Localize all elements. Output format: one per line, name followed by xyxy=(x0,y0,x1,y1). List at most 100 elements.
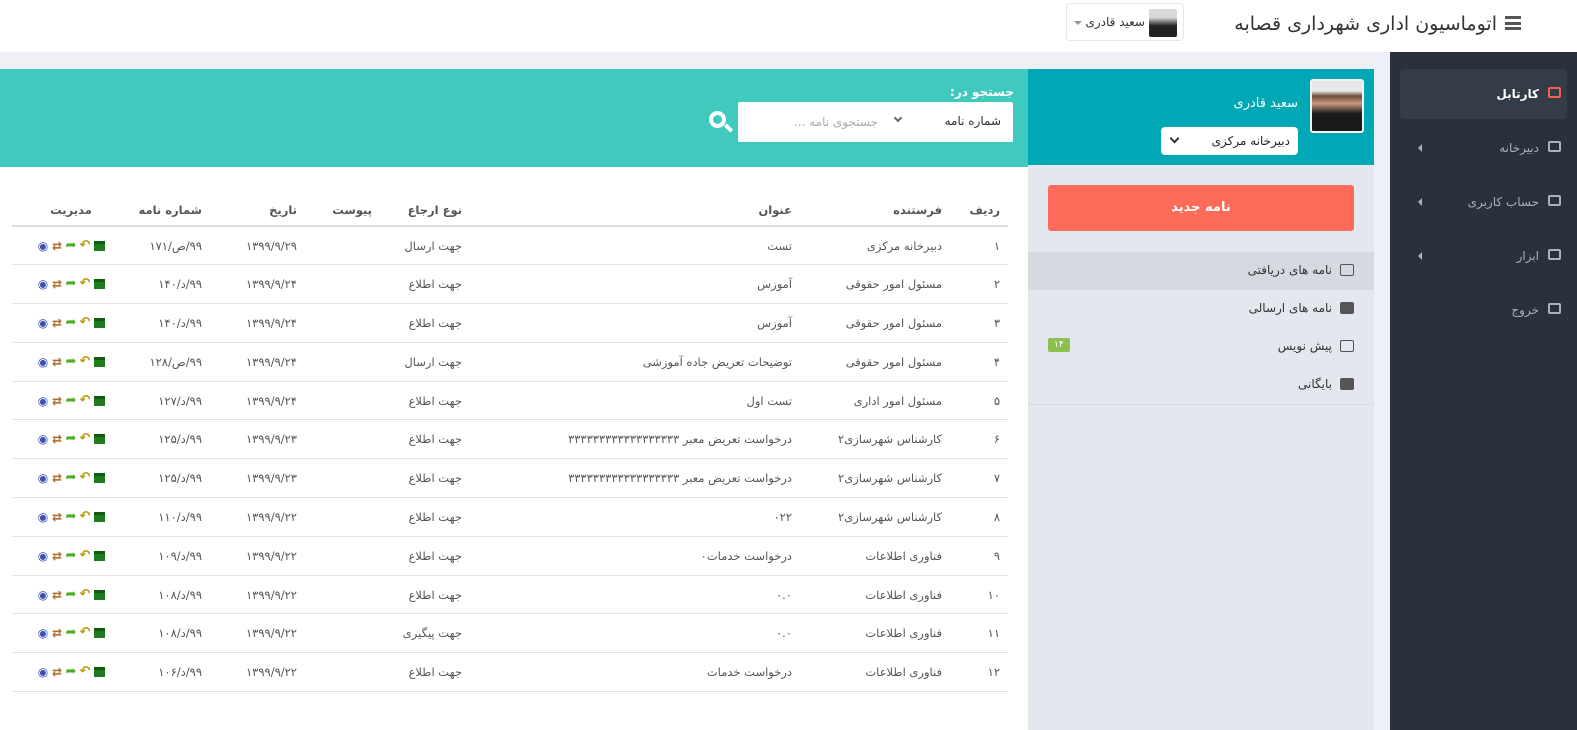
caret-left-icon xyxy=(1418,144,1422,152)
sidebar-item-0[interactable]: کارتابل xyxy=(1400,69,1567,119)
sidebar-item-1[interactable]: دبیرخانه xyxy=(1400,123,1567,173)
row-number: ۱۲ xyxy=(950,652,1008,693)
view-icon[interactable]: ◉ xyxy=(37,238,49,253)
view-icon[interactable]: ◉ xyxy=(37,471,49,486)
date: ۱۳۹۹/۹/۲۴ xyxy=(210,303,305,343)
refer-icon[interactable]: ⇄ xyxy=(51,509,63,524)
archive-icon[interactable] xyxy=(93,473,105,484)
reply-icon[interactable]: ↶ xyxy=(79,431,91,447)
sidebar-item-3[interactable]: ابزار xyxy=(1400,231,1567,281)
column-header[interactable]: مدیریت xyxy=(12,194,130,227)
refer-icon[interactable]: ⇄ xyxy=(51,587,63,602)
column-header[interactable]: ردیف xyxy=(950,194,1008,227)
forward-icon[interactable]: ➦ xyxy=(65,664,77,680)
reply-icon[interactable]: ↶ xyxy=(79,508,91,524)
refer-icon[interactable]: ⇄ xyxy=(51,548,63,563)
archive-icon[interactable] xyxy=(93,589,105,600)
view-icon[interactable]: ◉ xyxy=(37,587,49,602)
letter-number: ۹۹/د/۱۰۸ xyxy=(130,613,210,654)
view-icon[interactable]: ◉ xyxy=(37,354,49,369)
date: ۱۳۹۹/۹/۲۳ xyxy=(210,419,305,460)
row-number: ۱ xyxy=(950,226,1008,266)
refer-icon[interactable]: ⇄ xyxy=(51,471,63,486)
refer-icon[interactable]: ⇄ xyxy=(51,665,63,680)
search-icon[interactable] xyxy=(707,109,734,135)
forward-icon[interactable]: ➦ xyxy=(65,625,77,641)
column-header[interactable]: فرستنده xyxy=(800,194,950,227)
reply-icon[interactable]: ↶ xyxy=(79,664,91,680)
reply-icon[interactable]: ↶ xyxy=(79,625,91,641)
view-icon[interactable]: ◉ xyxy=(37,393,49,408)
archive-icon[interactable] xyxy=(93,395,105,406)
refer-icon[interactable]: ⇄ xyxy=(51,277,63,292)
top-bar: اتوماسیون اداری شهرداری قصابه سعید قادری xyxy=(0,0,1577,52)
action-icons: ◉ ⇄ ➦ ↶ xyxy=(37,276,105,292)
column-header[interactable]: تاریخ xyxy=(210,194,305,227)
forward-icon[interactable]: ➦ xyxy=(65,547,77,563)
new-letter-button[interactable]: نامه جدید xyxy=(1048,185,1354,231)
forward-icon[interactable]: ➦ xyxy=(65,353,77,369)
hamburger-menu-icon[interactable] xyxy=(1505,16,1521,30)
reply-icon[interactable]: ↶ xyxy=(79,237,91,253)
forward-icon[interactable]: ➦ xyxy=(65,470,77,486)
forward-icon[interactable]: ➦ xyxy=(65,586,77,602)
attachment xyxy=(305,458,380,499)
reply-icon[interactable]: ↶ xyxy=(79,586,91,602)
column-header[interactable]: نوع ارجاع xyxy=(380,194,470,227)
archive-icon[interactable] xyxy=(93,511,105,522)
archive-icon[interactable] xyxy=(93,550,105,561)
refer-icon[interactable]: ⇄ xyxy=(51,238,63,253)
sidebar-item-2[interactable]: حساب کاربری xyxy=(1400,177,1567,227)
view-icon[interactable]: ◉ xyxy=(37,509,49,524)
reply-icon[interactable]: ↶ xyxy=(79,353,91,369)
attachment xyxy=(305,613,380,654)
forward-icon[interactable]: ➦ xyxy=(65,508,77,524)
column-header[interactable]: شماره نامه xyxy=(130,194,210,227)
forward-icon[interactable]: ➦ xyxy=(65,392,77,408)
archive-icon[interactable] xyxy=(93,279,105,290)
refer-icon[interactable]: ⇄ xyxy=(51,354,63,369)
view-icon[interactable]: ◉ xyxy=(37,548,49,563)
folder-item-3[interactable]: بایگانی xyxy=(1028,366,1374,404)
archive-icon[interactable] xyxy=(93,667,105,678)
chevron-down-icon[interactable] xyxy=(893,113,903,123)
sender: مسئول امور اداری xyxy=(800,381,950,421)
view-icon[interactable]: ◉ xyxy=(37,432,49,447)
archive-icon[interactable] xyxy=(93,356,105,367)
reply-icon[interactable]: ↶ xyxy=(79,392,91,408)
archive-icon[interactable] xyxy=(93,628,105,639)
action-icons: ◉ ⇄ ➦ ↶ xyxy=(37,314,105,330)
folder-item-2[interactable]: پیش نویس ۱۴ xyxy=(1028,328,1374,366)
refer-icon[interactable]: ⇄ xyxy=(51,432,63,447)
forward-icon[interactable]: ➦ xyxy=(65,314,77,330)
folder-item-1[interactable]: نامه های ارسالی xyxy=(1028,290,1374,328)
view-icon[interactable]: ◉ xyxy=(37,626,49,641)
office-select[interactable]: دبیرخانه مرکزی xyxy=(1161,127,1298,155)
sidebar-item-4[interactable]: خروج xyxy=(1400,285,1567,335)
user-menu-dropdown[interactable]: سعید قادری xyxy=(1066,3,1184,41)
forward-icon[interactable]: ➦ xyxy=(65,237,77,253)
search-input[interactable] xyxy=(753,108,878,136)
reply-icon[interactable]: ↶ xyxy=(79,276,91,292)
row-actions: ◉ ⇄ ➦ ↶ xyxy=(12,575,130,615)
reply-icon[interactable]: ↶ xyxy=(79,470,91,486)
view-icon[interactable]: ◉ xyxy=(37,665,49,680)
reply-icon[interactable]: ↶ xyxy=(79,547,91,563)
view-icon[interactable]: ◉ xyxy=(37,277,49,292)
archive-icon[interactable] xyxy=(93,434,105,445)
search-field-select[interactable]: شماره نامه xyxy=(944,114,1001,128)
letter-number: ۹۹/د/۱۴۰ xyxy=(130,303,210,343)
archive-icon[interactable] xyxy=(93,240,105,251)
forward-icon[interactable]: ➦ xyxy=(65,276,77,292)
reply-icon[interactable]: ↶ xyxy=(79,314,91,330)
refer-icon[interactable]: ⇄ xyxy=(51,315,63,330)
archive-icon[interactable] xyxy=(93,317,105,328)
refer-icon[interactable]: ⇄ xyxy=(51,393,63,408)
view-icon[interactable]: ◉ xyxy=(37,315,49,330)
forward-icon[interactable]: ➦ xyxy=(65,431,77,447)
column-header[interactable]: عنوان xyxy=(470,194,800,227)
column-header[interactable]: پیوست xyxy=(305,194,380,227)
folder-label: پیش نویس xyxy=(1277,339,1332,353)
folder-item-0[interactable]: نامه های دریافتی xyxy=(1028,252,1374,290)
refer-icon[interactable]: ⇄ xyxy=(51,626,63,641)
